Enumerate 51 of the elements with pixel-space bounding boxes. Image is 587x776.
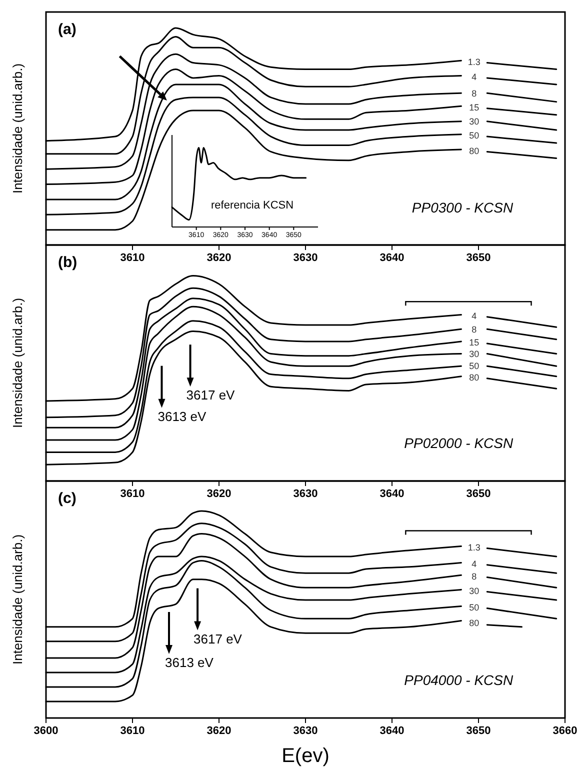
series-label: 30 [469,586,480,596]
series-label: 1.3 [468,542,480,552]
annotation: 3617 eV [186,388,236,403]
series-label: 80 [469,146,480,156]
x-tick-label: 3620 [206,252,232,264]
annotation: 3613 eV [158,408,206,424]
series-label: 4 [472,72,477,82]
x-tick-label: 3610 [120,725,145,737]
series-label: 8 [472,324,477,334]
series-label: 80 [469,372,480,383]
x-tick-label: 3610 [120,252,145,264]
series-label: 50 [469,602,480,612]
annotation: PP04000 - KCSN [404,672,514,688]
y-axis-title: Intensidade (unid.arb.) [10,298,25,428]
series-label: 4 [472,310,477,321]
annotation: PP02000 - KCSN [404,434,514,451]
chart-title: (a) [58,21,76,38]
chart-title: (b) [58,254,78,271]
x-tick-label: 3620 [206,725,232,737]
x-tick-label: 3630 [293,252,318,264]
x-tick-label: 3630 [293,488,318,500]
x-tick-label: 3660 [552,725,578,737]
x-tick-label: 3650 [466,488,491,500]
annotation: 3613 eV [165,655,214,670]
x-tick-label: 3640 [380,252,404,264]
annotation: 3617 eV [194,631,242,646]
series-label: 15 [469,338,480,348]
series-label: 8 [472,88,477,98]
annotation: PP0300 - KCSN [412,199,514,216]
x-tick-label: 3640 [380,725,404,737]
annotation: referencia KCSN [211,200,294,212]
x-axis-title: E(ev) [282,745,330,767]
series-label: 30 [469,116,480,126]
x-tick-label: 3640 [380,488,404,500]
x-tick-label: 3620 [206,488,232,500]
series-label: 30 [469,348,480,359]
x-tick-label: 3610 [120,488,145,500]
y-axis-title: Intensidade (unid.arb.) [10,63,25,194]
series-label: 15 [469,102,480,112]
series-label: 1.3 [468,56,480,67]
series-label: 80 [469,618,480,628]
x-tick-label: 3630 [293,725,318,737]
y-axis-title: Intensidade (unid.arb.) [10,534,25,665]
series-label: 50 [469,361,480,372]
series-label: 50 [469,130,480,141]
chart-title: (c) [58,490,76,507]
x-tick-label: 3600 [34,725,58,737]
x-tick-label: 3650 [466,252,491,264]
x-tick-label: 3650 [466,725,491,737]
series-label: 4 [472,558,477,569]
series-label: 8 [472,571,477,582]
